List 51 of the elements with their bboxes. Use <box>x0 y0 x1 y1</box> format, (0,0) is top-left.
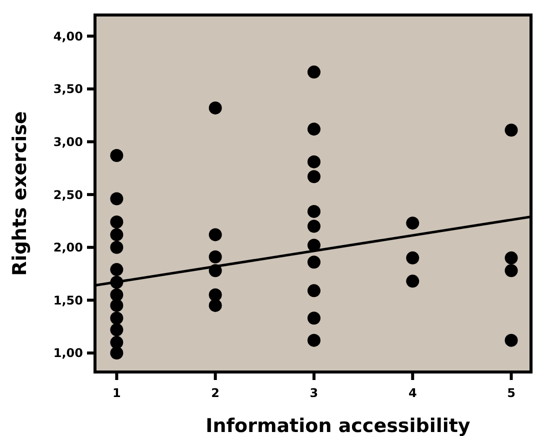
point <box>504 124 518 137</box>
point <box>504 334 518 347</box>
x-tick-label: 3 <box>310 386 318 400</box>
y-tick-label: 1,50 <box>53 293 83 308</box>
point <box>110 192 124 206</box>
point <box>110 263 124 276</box>
point <box>110 276 124 289</box>
y-tick-label: 4,00 <box>53 29 83 44</box>
x-tick-label: 1 <box>112 386 121 400</box>
point <box>208 101 222 114</box>
point <box>208 288 222 302</box>
point <box>307 155 320 168</box>
x-tick-label: 5 <box>507 386 516 400</box>
point <box>406 274 420 288</box>
point <box>208 250 222 264</box>
point <box>110 323 124 336</box>
point <box>208 264 222 278</box>
y-axis-title: Rights exercise <box>9 111 31 276</box>
x-axis-title: Information accessibility <box>206 415 471 436</box>
point <box>406 251 420 264</box>
point <box>406 216 420 230</box>
y-tick-label: 1,00 <box>53 346 83 360</box>
point <box>307 238 320 252</box>
point <box>307 256 320 269</box>
point <box>110 336 124 349</box>
point <box>307 170 320 184</box>
y-tick-label: 3,00 <box>53 134 83 149</box>
point <box>110 228 124 242</box>
point <box>208 228 222 242</box>
point <box>504 264 518 278</box>
point <box>110 312 124 325</box>
point <box>110 216 124 229</box>
point <box>110 148 124 162</box>
y-tick-label: 2,50 <box>53 188 83 202</box>
x-tick-label: 2 <box>211 386 220 400</box>
point <box>307 284 320 298</box>
point <box>307 334 320 347</box>
point <box>110 346 124 360</box>
point <box>208 298 222 312</box>
point <box>307 220 320 233</box>
point <box>307 122 320 136</box>
point <box>307 204 320 218</box>
x-tick-label: 4 <box>408 386 417 400</box>
point <box>307 66 320 79</box>
point <box>110 240 124 254</box>
point <box>110 288 124 302</box>
point <box>110 298 124 312</box>
y-tick-label: 3,50 <box>53 82 83 96</box>
point <box>307 312 320 325</box>
y-tick-label: 2,00 <box>53 240 83 255</box>
point <box>504 251 518 264</box>
